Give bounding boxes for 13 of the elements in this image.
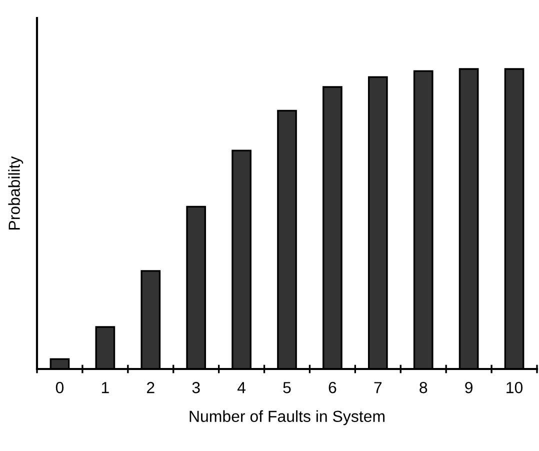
x-tick-label: 2 [147,382,154,394]
x-tick-label: 1 [102,382,109,394]
x-tick-label: 0 [56,382,64,394]
x-tick-label: 10 [506,382,523,394]
x-tick-label: 3 [192,382,200,394]
x-tick-label: 8 [420,382,428,394]
x-tick-label: 5 [283,382,291,394]
x-axis-title: Number of Faults in System [190,410,384,426]
x-tick-label: 9 [465,382,473,394]
x-tick-label: 7 [374,382,382,394]
y-axis-title: Probability [8,156,24,230]
x-tick-label: 6 [328,382,336,394]
x-tick-label: 4 [237,382,246,394]
